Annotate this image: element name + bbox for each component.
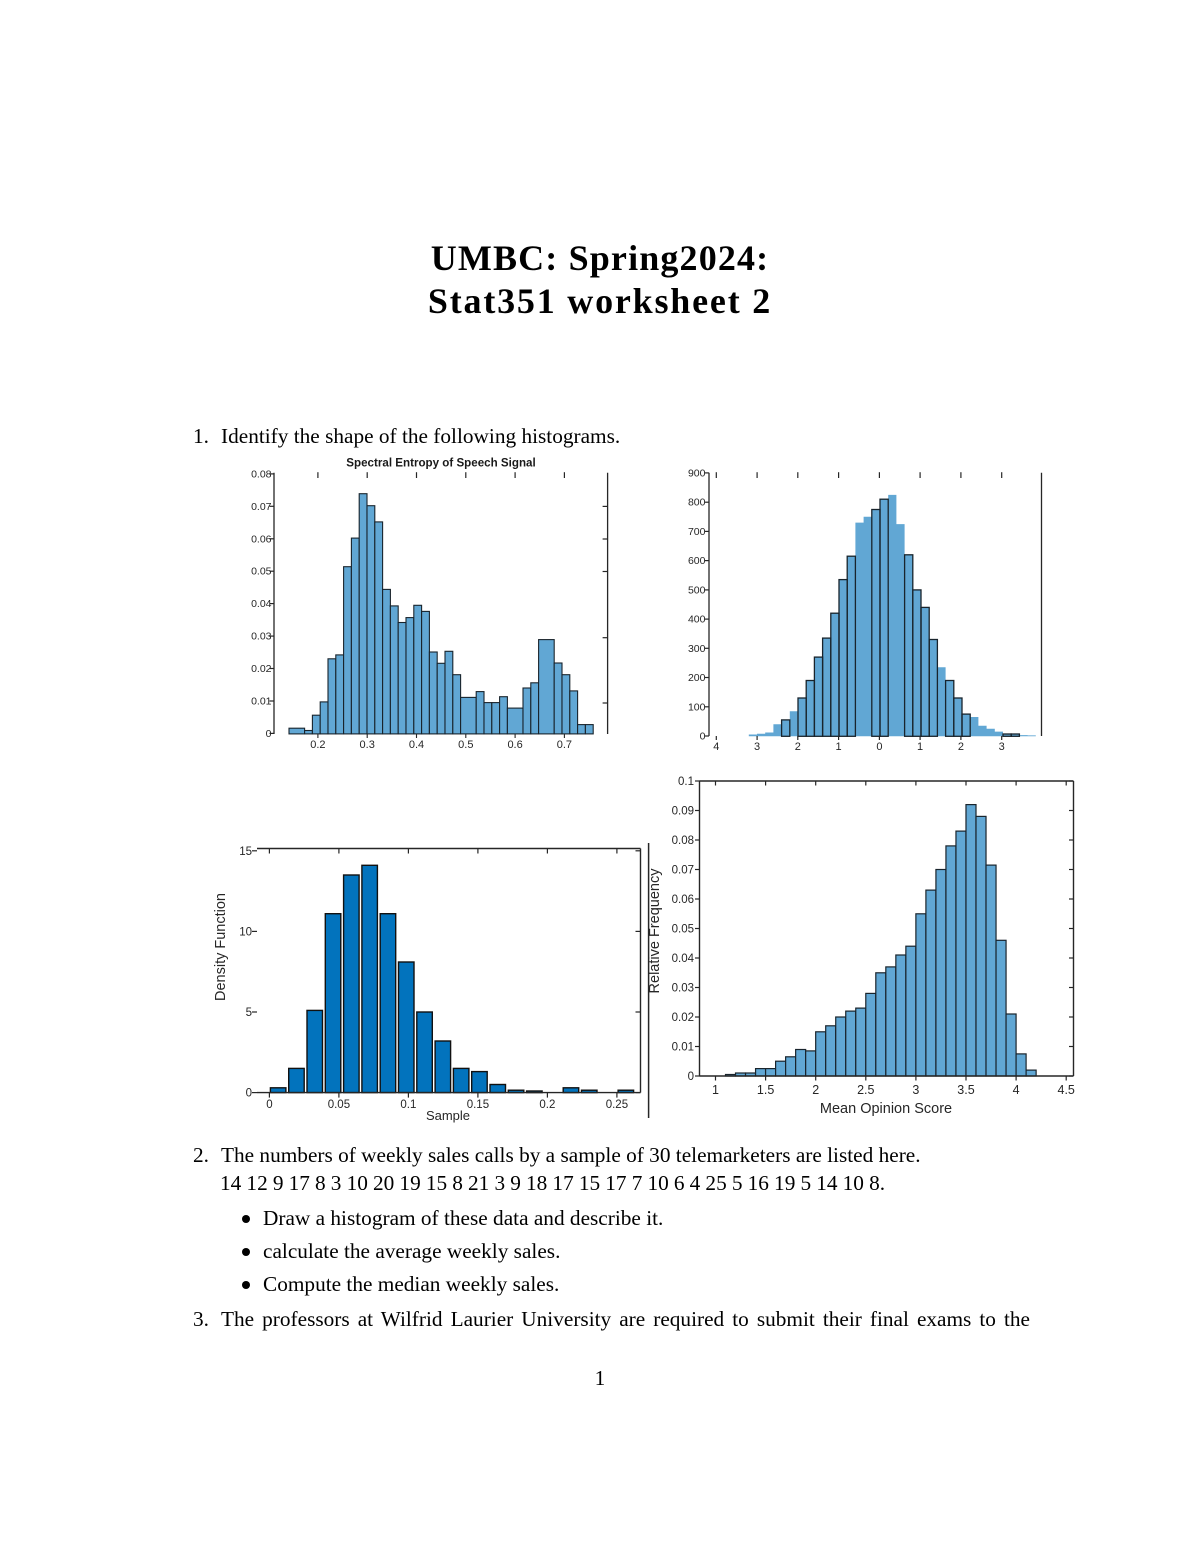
svg-text:10: 10 — [239, 926, 252, 938]
svg-text:0.3: 0.3 — [360, 739, 375, 751]
svg-text:0.2: 0.2 — [539, 1099, 555, 1111]
svg-text:2: 2 — [795, 741, 801, 753]
svg-text:0.7: 0.7 — [557, 739, 572, 751]
svg-text:600: 600 — [688, 555, 706, 567]
svg-text:1: 1 — [836, 741, 842, 753]
svg-text:0: 0 — [876, 741, 882, 753]
svg-text:Sample: Sample — [426, 1108, 470, 1123]
svg-text:0.1: 0.1 — [400, 1099, 416, 1111]
svg-text:0.08: 0.08 — [672, 835, 694, 847]
svg-text:0.03: 0.03 — [672, 983, 694, 995]
svg-text:1.5: 1.5 — [757, 1083, 774, 1097]
svg-text:100: 100 — [688, 701, 706, 713]
svg-text:0.09: 0.09 — [672, 806, 694, 818]
svg-text:0.25: 0.25 — [606, 1099, 628, 1111]
svg-text:0.05: 0.05 — [251, 566, 272, 578]
svg-text:15: 15 — [239, 846, 252, 858]
svg-text:0.1: 0.1 — [678, 776, 694, 788]
svg-text:4: 4 — [713, 741, 719, 753]
svg-text:0.6: 0.6 — [507, 739, 522, 751]
svg-text:0.08: 0.08 — [251, 468, 272, 480]
svg-text:0.05: 0.05 — [328, 1099, 350, 1111]
svg-text:0.07: 0.07 — [251, 501, 272, 513]
svg-text:0: 0 — [688, 1071, 694, 1083]
svg-text:0.2: 0.2 — [310, 739, 325, 751]
svg-text:0.5: 0.5 — [458, 739, 473, 751]
svg-text:0.05: 0.05 — [672, 924, 694, 936]
svg-text:0.06: 0.06 — [672, 894, 694, 906]
svg-text:Spectral Entropy of Speech Sig: Spectral Entropy of Speech Signal — [346, 457, 535, 470]
svg-text:2: 2 — [812, 1083, 819, 1097]
svg-text:0.02: 0.02 — [672, 1012, 694, 1024]
svg-text:0.02: 0.02 — [251, 663, 272, 675]
svg-text:2.5: 2.5 — [857, 1083, 874, 1097]
svg-text:1: 1 — [917, 741, 923, 753]
svg-text:200: 200 — [688, 672, 706, 684]
svg-text:400: 400 — [688, 614, 706, 626]
svg-text:300: 300 — [688, 643, 706, 655]
svg-text:0.06: 0.06 — [251, 533, 272, 545]
svg-text:0.15: 0.15 — [467, 1099, 489, 1111]
svg-text:0: 0 — [246, 1088, 252, 1100]
svg-text:0.03: 0.03 — [251, 631, 272, 643]
svg-text:800: 800 — [688, 497, 706, 509]
svg-text:4.5: 4.5 — [1058, 1083, 1075, 1097]
svg-text:0.04: 0.04 — [251, 598, 272, 610]
svg-text:0.01: 0.01 — [672, 1042, 694, 1054]
svg-text:0: 0 — [266, 1099, 272, 1111]
svg-text:0.4: 0.4 — [409, 739, 424, 751]
svg-text:0: 0 — [266, 728, 272, 740]
svg-text:5: 5 — [246, 1007, 252, 1019]
svg-text:3.5: 3.5 — [957, 1083, 974, 1097]
svg-text:Relative Frequency: Relative Frequency — [647, 868, 663, 994]
svg-text:4: 4 — [1013, 1083, 1020, 1097]
svg-text:3: 3 — [912, 1083, 919, 1097]
svg-text:0.04: 0.04 — [672, 953, 695, 965]
svg-text:Density Function: Density Function — [213, 893, 229, 1001]
svg-text:500: 500 — [688, 584, 706, 596]
svg-text:2: 2 — [958, 741, 964, 753]
svg-text:700: 700 — [688, 526, 706, 538]
svg-text:0.07: 0.07 — [672, 865, 694, 877]
svg-text:3: 3 — [999, 741, 1005, 753]
svg-text:0: 0 — [700, 731, 706, 743]
svg-text:1: 1 — [712, 1083, 719, 1097]
svg-text:3: 3 — [754, 741, 760, 753]
svg-text:0.01: 0.01 — [251, 696, 272, 708]
svg-text:Mean Opinion Score: Mean Opinion Score — [820, 1101, 952, 1117]
svg-text:900: 900 — [688, 467, 706, 479]
